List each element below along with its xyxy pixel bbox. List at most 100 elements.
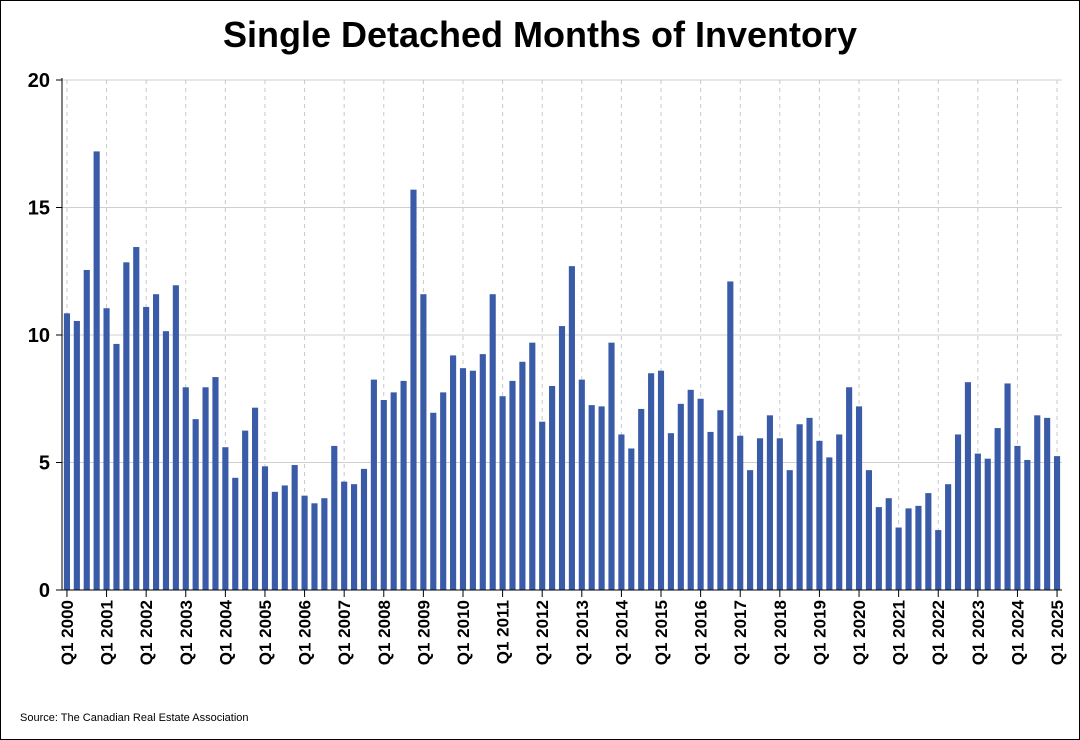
bar bbox=[509, 380, 516, 590]
bar bbox=[677, 403, 684, 590]
bar bbox=[440, 392, 447, 590]
bar bbox=[846, 387, 853, 590]
bar bbox=[420, 294, 427, 590]
y-tick-label: 0 bbox=[39, 580, 50, 602]
bar bbox=[885, 498, 892, 590]
x-tick-label: Q1 2013 bbox=[573, 600, 592, 665]
bar bbox=[390, 392, 397, 590]
bar bbox=[806, 417, 813, 590]
bar bbox=[93, 151, 100, 590]
x-tick-label: Q1 2018 bbox=[771, 600, 790, 665]
bar bbox=[697, 398, 704, 590]
bar bbox=[370, 379, 377, 590]
bar bbox=[1044, 417, 1051, 590]
bar bbox=[687, 389, 694, 590]
bar bbox=[935, 530, 942, 590]
bar bbox=[261, 466, 269, 590]
bar bbox=[519, 361, 526, 590]
bar bbox=[568, 266, 575, 590]
bar bbox=[410, 189, 417, 590]
bar bbox=[816, 440, 823, 590]
bar bbox=[281, 485, 288, 590]
bar bbox=[648, 373, 655, 590]
x-axis-ticks: Q1 2000 Q1 2001 Q1 2002 Q1 2003 Q1 2004 Q1 20… bbox=[58, 590, 1067, 665]
y-tick-label: 5 bbox=[39, 453, 50, 475]
x-tick-label: Q1 2010 bbox=[454, 600, 473, 665]
bar bbox=[499, 396, 506, 590]
bar bbox=[212, 377, 219, 590]
bar bbox=[707, 431, 714, 590]
bar bbox=[242, 430, 249, 590]
bar bbox=[875, 507, 882, 590]
bar bbox=[826, 457, 833, 590]
x-tick-label: Q1 2017 bbox=[731, 600, 750, 665]
x-tick-label: Q1 2021 bbox=[890, 600, 909, 665]
bar bbox=[747, 470, 754, 590]
bars bbox=[63, 151, 1061, 590]
bar bbox=[974, 453, 981, 590]
x-tick-label: Q1 2020 bbox=[850, 600, 869, 665]
bar bbox=[400, 380, 407, 590]
x-tick-label: Q1 2022 bbox=[929, 600, 948, 665]
bar bbox=[588, 405, 595, 590]
bar bbox=[766, 415, 773, 590]
bar bbox=[73, 320, 80, 590]
bar bbox=[469, 370, 476, 590]
bar bbox=[925, 493, 932, 590]
bar bbox=[945, 484, 952, 590]
bar bbox=[291, 465, 298, 590]
bar bbox=[796, 424, 803, 590]
bar bbox=[162, 331, 170, 590]
bar bbox=[1034, 415, 1041, 590]
bar bbox=[539, 421, 546, 590]
x-tick-label: Q1 2002 bbox=[137, 600, 156, 665]
x-tick-label: Q1 2005 bbox=[256, 600, 275, 665]
bar bbox=[1053, 456, 1061, 590]
bar bbox=[479, 354, 486, 590]
bar bbox=[222, 447, 229, 590]
y-tick-label: 20 bbox=[28, 70, 50, 92]
bar bbox=[232, 477, 239, 590]
bar bbox=[598, 406, 605, 590]
bar bbox=[311, 503, 318, 590]
bar bbox=[341, 481, 348, 590]
bar bbox=[380, 400, 387, 590]
bar bbox=[855, 406, 863, 590]
bar bbox=[895, 527, 902, 590]
bar bbox=[657, 370, 665, 590]
x-tick-label: Q1 2025 bbox=[1048, 600, 1067, 665]
x-tick-label: Q1 2007 bbox=[335, 600, 354, 665]
bar bbox=[143, 306, 150, 590]
bar bbox=[152, 294, 160, 590]
x-tick-label: Q1 2023 bbox=[969, 600, 988, 665]
bar bbox=[905, 508, 912, 590]
bar bbox=[1014, 445, 1021, 590]
bar bbox=[301, 495, 308, 590]
bar bbox=[133, 247, 140, 590]
bar bbox=[618, 434, 625, 590]
bar bbox=[360, 468, 368, 590]
bar bbox=[776, 438, 783, 590]
x-tick-label: Q1 2019 bbox=[810, 600, 829, 665]
bar bbox=[984, 458, 991, 590]
bar bbox=[202, 387, 209, 590]
bar bbox=[351, 484, 358, 590]
bar bbox=[964, 382, 972, 590]
bar bbox=[667, 433, 674, 590]
y-tick-label: 15 bbox=[28, 198, 50, 220]
x-tick-label: Q1 2015 bbox=[652, 600, 671, 665]
bar bbox=[252, 407, 259, 590]
bar bbox=[192, 419, 199, 590]
bar bbox=[450, 355, 457, 590]
bar bbox=[1024, 459, 1031, 590]
chart-title: Single Detached Months of Inventory bbox=[222, 14, 858, 55]
x-tick-label: Q1 2003 bbox=[177, 600, 196, 665]
x-tick-label: Q1 2009 bbox=[414, 600, 433, 665]
bar bbox=[430, 412, 437, 590]
bar bbox=[172, 285, 179, 590]
bar bbox=[578, 379, 585, 590]
axes bbox=[61, 78, 1062, 591]
bar bbox=[459, 368, 467, 590]
